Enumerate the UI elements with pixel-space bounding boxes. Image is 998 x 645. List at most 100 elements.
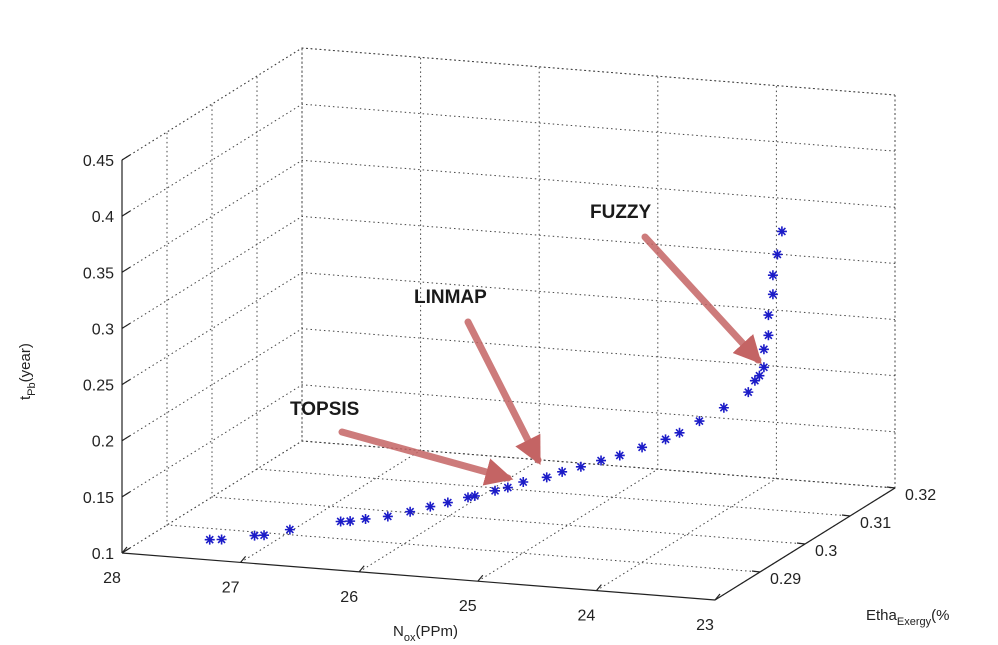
tick-mark xyxy=(121,546,128,554)
tick-mark xyxy=(751,570,761,573)
y-axis-label: EthaExergy(% xyxy=(866,607,949,628)
label-part: (year) xyxy=(17,343,34,382)
arrow xyxy=(338,428,514,486)
point xyxy=(502,482,513,493)
point xyxy=(204,534,215,545)
arrow xyxy=(641,233,762,365)
point xyxy=(425,501,436,512)
grid-line xyxy=(121,103,896,217)
tick-mark xyxy=(595,584,602,591)
z-tick-label: 0.35 xyxy=(83,265,114,282)
grid-line xyxy=(121,384,896,498)
point xyxy=(557,466,568,477)
point xyxy=(259,530,270,541)
z-tick-label: 0.25 xyxy=(83,378,114,395)
z-tick-label: 0.3 xyxy=(92,321,114,338)
tick-mark xyxy=(121,491,131,498)
label-part: Pb xyxy=(26,382,38,395)
point xyxy=(442,497,453,508)
grid xyxy=(121,47,896,601)
axes: 0.1 0.15 0.2 0.25 0.3 0.35 0.4 0.45 28 27 26 25 24 23… xyxy=(83,153,936,634)
z-axis-label: tPb(year) xyxy=(17,343,38,400)
label-part: (% xyxy=(931,607,949,624)
point xyxy=(743,387,754,398)
y-tick-label: 0.3 xyxy=(815,543,837,560)
point xyxy=(469,490,480,501)
grid-line xyxy=(211,104,806,545)
z-tick-label: 0.4 xyxy=(92,209,114,226)
tick-mark xyxy=(121,210,131,217)
arrow xyxy=(464,318,542,465)
grid-line xyxy=(477,76,659,582)
point xyxy=(749,375,760,386)
points xyxy=(204,226,787,545)
point xyxy=(767,270,778,281)
point xyxy=(637,442,648,453)
point xyxy=(405,506,416,517)
point xyxy=(763,330,774,341)
point xyxy=(614,450,625,461)
label-part: (PPm) xyxy=(415,623,458,640)
point xyxy=(718,402,729,413)
point xyxy=(490,485,501,496)
point xyxy=(284,524,295,535)
x-tick-label: 26 xyxy=(340,589,358,606)
grid-line xyxy=(256,76,851,517)
annotation: TOPSIS xyxy=(290,399,359,420)
point xyxy=(674,427,685,438)
point xyxy=(596,455,607,466)
grid-line xyxy=(240,57,422,563)
point xyxy=(463,492,473,503)
tick-mark xyxy=(358,565,365,573)
tick-mark xyxy=(240,556,247,563)
label-part: Etha xyxy=(866,607,898,624)
point xyxy=(335,516,346,527)
grid-line xyxy=(121,328,896,442)
z-tick-label: 0.15 xyxy=(83,490,114,507)
point xyxy=(758,344,769,355)
x-axis-label: Nox(PPm) xyxy=(393,623,458,644)
y-tick-label: 0.29 xyxy=(770,571,801,588)
tick-mark xyxy=(886,486,896,489)
grid-line xyxy=(121,159,896,273)
point xyxy=(575,461,586,472)
grid-line xyxy=(301,48,896,489)
x-tick-label: 25 xyxy=(459,598,477,615)
point xyxy=(249,530,260,541)
tick-mark xyxy=(121,435,131,442)
z-tick-label: 0.1 xyxy=(92,546,114,563)
label-part: t xyxy=(17,395,34,400)
grid-line xyxy=(358,66,540,573)
grid-line xyxy=(121,47,896,161)
point xyxy=(518,477,529,488)
annotation: LINMAP xyxy=(414,287,487,308)
x-tick-label: 27 xyxy=(222,579,240,596)
point xyxy=(763,310,774,321)
tick-mark xyxy=(841,514,851,517)
point xyxy=(694,416,705,427)
annotation: FUZZY xyxy=(590,202,652,223)
point xyxy=(360,513,371,524)
x-tick-label: 28 xyxy=(103,570,121,587)
y-tick-label: 0.31 xyxy=(860,515,891,532)
label-part: ox xyxy=(404,632,416,644)
x-tick-label: 24 xyxy=(578,608,596,625)
tick-mark xyxy=(121,322,131,329)
point xyxy=(345,516,356,527)
tick-mark xyxy=(121,154,131,161)
grid-line xyxy=(121,272,896,385)
x-axis xyxy=(121,552,716,601)
annotation-arrows xyxy=(338,233,762,486)
z-tick-label: 0.2 xyxy=(92,434,114,451)
tick-mark xyxy=(121,379,131,386)
point xyxy=(660,434,671,445)
tick-mark xyxy=(121,266,131,273)
tick-mark xyxy=(714,593,721,601)
point xyxy=(382,511,393,522)
point xyxy=(767,289,778,300)
tick-mark xyxy=(477,574,484,582)
grid-line xyxy=(596,85,777,592)
label-part: Exergy xyxy=(897,616,932,628)
point xyxy=(754,370,765,381)
point xyxy=(758,362,769,373)
